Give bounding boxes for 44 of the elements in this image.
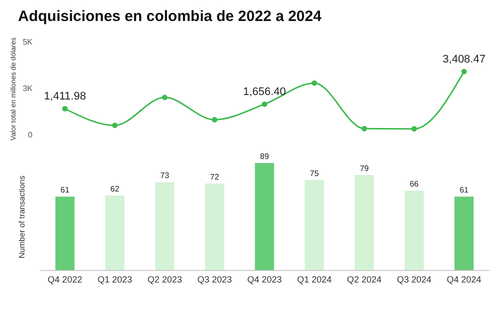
bar (155, 182, 174, 270)
x-tick-label: Q4 2024 (446, 274, 482, 284)
bar (254, 163, 274, 270)
point (212, 117, 218, 122)
bar (354, 175, 374, 270)
x-tick-label: Q2 2024 (347, 274, 382, 284)
bar (304, 180, 324, 270)
data-label: 75 (310, 168, 320, 178)
data-label: 61 (60, 186, 70, 195)
bar (55, 196, 75, 270)
point (62, 106, 68, 112)
bar (404, 190, 424, 270)
data-label: 3,408.47 (442, 54, 486, 66)
y-axis-title: Number of transactions (18, 176, 26, 258)
x-tick-label: Q3 2024 (396, 274, 432, 284)
data-label: 62 (110, 184, 120, 194)
data-label: 79 (360, 164, 370, 174)
point (312, 80, 318, 86)
data-label: 1,411.98 (44, 90, 86, 103)
data-label: 73 (160, 171, 170, 180)
x-tick-label: Q1 2023 (98, 274, 132, 284)
data-label: 66 (410, 180, 420, 189)
x-tick-label: Q4 2023 (247, 274, 282, 284)
data-label: 72 (210, 172, 220, 182)
x-tick-label: Q1 2024 (297, 274, 332, 284)
point (362, 126, 368, 132)
point (262, 101, 268, 107)
point (112, 122, 118, 128)
data-label: 1,656.40 (243, 86, 286, 98)
point (461, 68, 467, 74)
x-tick-label: Q4 2022 (48, 274, 82, 284)
y-tick-label: 5K (22, 38, 34, 46)
bar (105, 195, 124, 270)
data-label: 89 (260, 152, 270, 161)
bar (454, 196, 474, 270)
x-tick-label: Q2 2023 (147, 274, 182, 284)
bar (205, 183, 224, 270)
chart-title: Adquisiciones en colombia de 2022 a 2024 (17, 7, 322, 27)
data-label: 61 (460, 186, 470, 195)
y-tick-label: 3K (22, 84, 34, 93)
y-tick-label: 0 (28, 130, 34, 140)
x-tick-label: Q3 2023 (197, 274, 232, 284)
point (411, 126, 417, 132)
point (162, 94, 168, 100)
